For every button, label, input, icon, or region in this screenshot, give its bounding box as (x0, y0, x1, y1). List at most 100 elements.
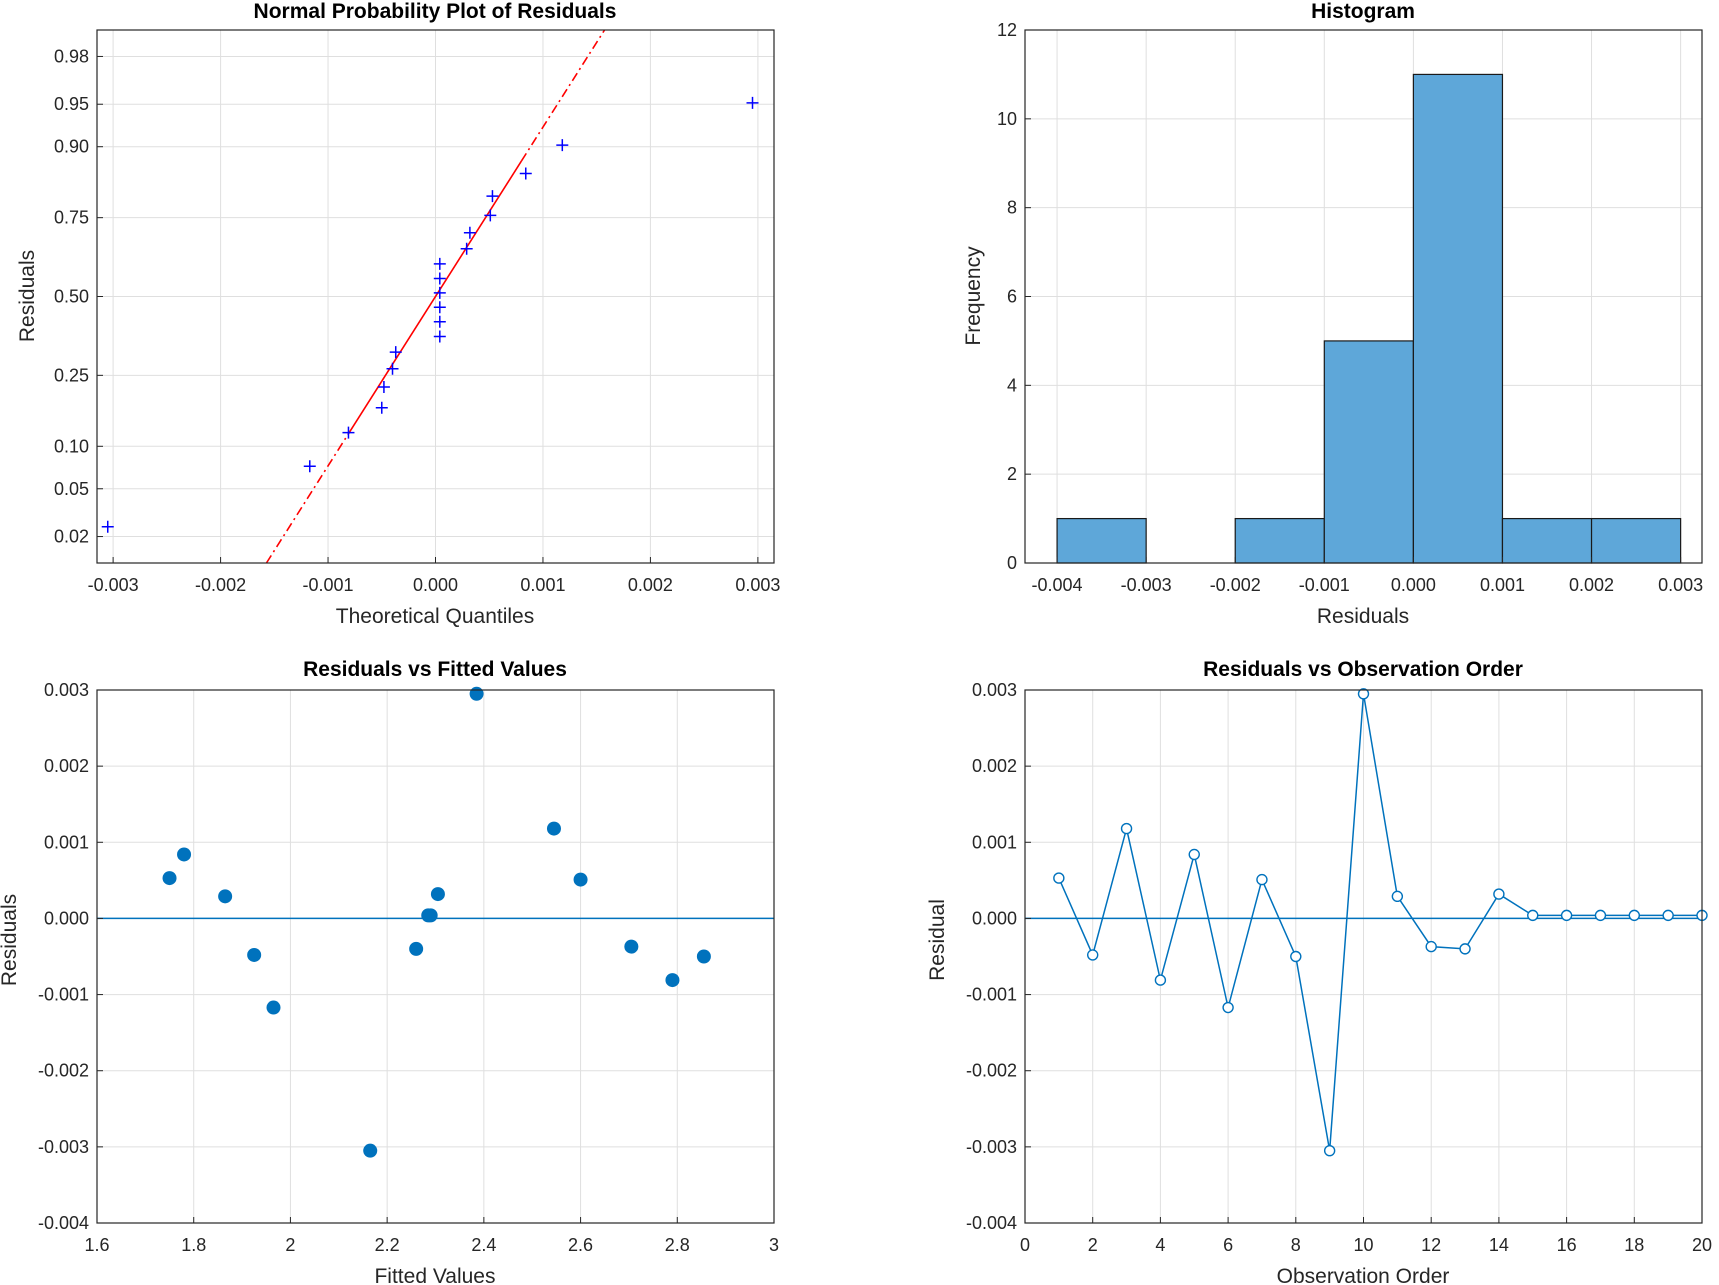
p4-y-tick-label: 0.000 (972, 908, 1017, 928)
p2-x-tick-label: -0.001 (1299, 575, 1350, 595)
residual-order-marker (1560, 909, 1573, 922)
histogram-x-label: Residuals (1317, 605, 1409, 628)
normal-probability-title: Normal Probability Plot of Residuals (254, 0, 617, 23)
histogram-title: Histogram (1311, 0, 1415, 23)
reference-line-lower-extension (265, 431, 351, 564)
residual-point (546, 821, 561, 836)
residual-plus-marker (433, 315, 446, 328)
p2-x-tick-label: 0.001 (1480, 575, 1525, 595)
residual-plus-marker (101, 520, 114, 533)
p4-y-tick-label: 0.001 (972, 832, 1017, 852)
residual-plus-marker (463, 226, 476, 239)
normal-probability-y-label: Residuals (16, 250, 39, 342)
residual-order-marker (1391, 890, 1404, 903)
p4-x-tick-label: 16 (1557, 1235, 1577, 1255)
p2-y-tick-label: 8 (1007, 198, 1017, 218)
p4-y-tick-label: -0.004 (966, 1213, 1017, 1233)
residual-point (266, 1000, 281, 1015)
p4-x-tick-label: 2 (1088, 1235, 1098, 1255)
p1-y-tick-label: 0.90 (54, 137, 89, 157)
p3-y-tick-label: -0.003 (38, 1137, 89, 1157)
p1-y-tick-label: 0.10 (54, 436, 89, 456)
residual-order-marker (1053, 872, 1065, 884)
residual-point (624, 939, 639, 954)
residual-plus-marker (746, 96, 759, 109)
p3-y-tick-label: 0.001 (44, 832, 89, 852)
residuals-vs-order-x-label: Observation Order (1277, 1265, 1450, 1285)
residual-order-marker (1628, 909, 1641, 922)
normal-probability-x-label: Theoretical Quantiles (336, 605, 534, 628)
residual-order-marker (1188, 848, 1200, 861)
residual-order-marker (1323, 1144, 1336, 1157)
reference-line-upper-extension (520, 29, 606, 162)
residual-point (247, 947, 262, 962)
p3-x-tick-label: 2.6 (568, 1235, 593, 1255)
p1-x-tick-label: 0.001 (520, 575, 565, 595)
p1-x-tick-label: 0.000 (413, 575, 458, 595)
p3-y-tick-label: -0.001 (38, 985, 89, 1005)
residual-point (423, 908, 438, 923)
p4-x-tick-label: 18 (1624, 1235, 1644, 1255)
p1-y-tick-label: 0.75 (54, 208, 89, 228)
residual-order-marker (1459, 943, 1471, 955)
residual-order-marker (1290, 950, 1302, 963)
p3-y-tick-label: -0.002 (38, 1061, 89, 1081)
p4-x-tick-label: 20 (1692, 1235, 1712, 1255)
histogram-bar (1056, 517, 1147, 564)
residual-plus-marker (433, 301, 446, 314)
p2-x-tick-label: 0.003 (1658, 575, 1703, 595)
residual-order-marker (1086, 949, 1099, 961)
p1-y-tick-label: 0.50 (54, 287, 89, 307)
residual-order-marker (1120, 822, 1133, 835)
residual-plus-marker (389, 346, 402, 359)
p4-y-tick-label: 0.002 (972, 756, 1017, 776)
residuals-vs-fitted-axes-box (96, 689, 775, 1224)
p2-y-tick-label: 10 (997, 109, 1017, 129)
residual-point (469, 686, 484, 701)
residual-order-marker (1662, 909, 1674, 922)
residual-order-marker (1256, 873, 1268, 886)
residuals-vs-fitted-y-label: Residuals (0, 894, 21, 986)
residuals-vs-fitted-panel: 1.6 1.8 2 2.2 2.4 2.6 2.8 3 -0.004 -0.003 -0.002 -… (0, 658, 779, 1285)
p4-x-tick-label: 4 (1155, 1235, 1165, 1255)
histogram-bar (1501, 517, 1593, 564)
residual-plus-marker (486, 190, 499, 203)
residual-plus-marker (556, 139, 569, 152)
p1-y-tick-label: 0.25 (54, 365, 89, 385)
p1-x-tick-label: -0.003 (88, 575, 139, 595)
residual-plus-marker (303, 460, 316, 473)
p3-y-tick-label: 0.000 (44, 908, 89, 928)
p4-x-tick-label: 10 (1353, 1235, 1373, 1255)
histogram-bar (1323, 340, 1414, 564)
histogram-bar (1234, 517, 1325, 564)
histogram-y-label: Frequency (962, 246, 985, 346)
p2-x-tick-label: 0.002 (1569, 575, 1614, 595)
p1-y-tick-label: 0.95 (54, 94, 89, 114)
residual-plus-marker (433, 330, 446, 343)
p2-y-tick-label: 0 (1007, 553, 1017, 573)
p3-x-tick-label: 2.8 (665, 1235, 690, 1255)
p2-x-tick-label: -0.004 (1032, 575, 1083, 595)
p4-x-tick-label: 14 (1489, 1235, 1509, 1255)
residual-point (218, 889, 233, 904)
p1-x-tick-label: 0.002 (628, 575, 673, 595)
p4-x-tick-label: 6 (1223, 1235, 1233, 1255)
p3-x-tick-label: 3 (769, 1235, 779, 1255)
p3-y-tick-label: 0.003 (44, 680, 89, 700)
p4-x-tick-label: 0 (1020, 1235, 1030, 1255)
p3-x-tick-label: 1.6 (84, 1235, 109, 1255)
residual-point (177, 847, 192, 862)
residual-plus-marker (433, 286, 446, 299)
residual-point (573, 872, 588, 887)
residual-point (696, 949, 711, 964)
p4-y-tick-label: 0.003 (972, 680, 1017, 700)
residual-plus-marker (386, 362, 399, 375)
residual-plus-marker (433, 272, 446, 285)
p1-x-tick-label: -0.001 (303, 575, 354, 595)
p1-y-tick-label: 0.98 (54, 46, 89, 66)
p1-y-tick-label: 0.02 (54, 527, 89, 547)
histogram-bar (1590, 517, 1682, 564)
p2-x-tick-label: -0.002 (1210, 575, 1261, 595)
p3-y-tick-label: 0.002 (44, 756, 89, 776)
